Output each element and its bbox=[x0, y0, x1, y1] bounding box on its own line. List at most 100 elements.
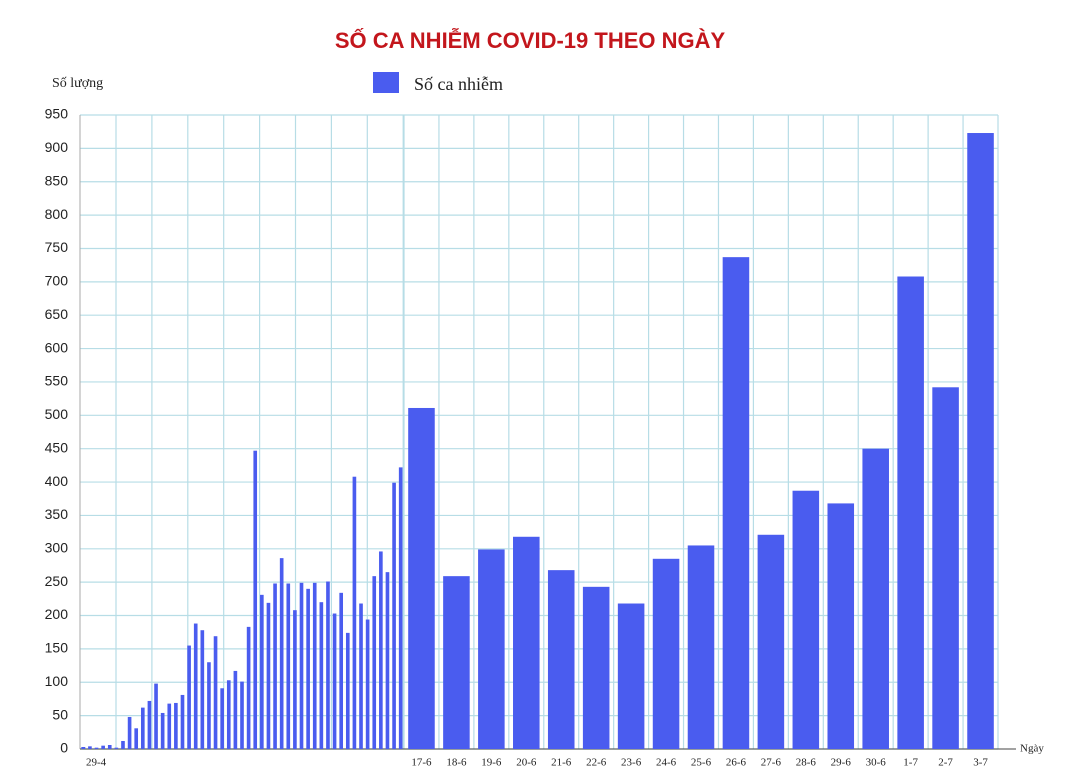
y-tick-label: 350 bbox=[45, 506, 69, 522]
x-tick-label: 29-6 bbox=[831, 757, 852, 769]
bar bbox=[81, 746, 86, 749]
x-tick-label: 17-6 bbox=[411, 757, 432, 769]
bar bbox=[319, 602, 324, 749]
bar bbox=[279, 558, 284, 749]
bar bbox=[174, 702, 178, 749]
bar bbox=[478, 549, 505, 749]
bar bbox=[513, 536, 540, 749]
y-tick-label: 900 bbox=[45, 139, 69, 155]
bar bbox=[154, 683, 158, 749]
bar bbox=[180, 694, 185, 749]
x-tick-label: 24-6 bbox=[656, 757, 677, 769]
x-tick-label: 27-6 bbox=[761, 757, 782, 769]
legend-swatch bbox=[373, 72, 399, 93]
bar bbox=[862, 448, 889, 749]
bar bbox=[233, 670, 238, 749]
bar bbox=[94, 747, 99, 749]
bar bbox=[352, 476, 357, 749]
y-tick-label: 600 bbox=[45, 339, 69, 355]
bar bbox=[246, 626, 251, 749]
chart-title: SỐ CA NHIỄM COVID-19 THEO NGÀY bbox=[335, 27, 726, 53]
y-tick-label: 400 bbox=[45, 473, 69, 489]
x-tick-label: 2-7 bbox=[938, 757, 953, 769]
y-tick-label: 700 bbox=[45, 273, 69, 289]
x-tick-label: 26-6 bbox=[726, 757, 747, 769]
bar bbox=[582, 586, 610, 749]
x-tick-label: 21-6 bbox=[551, 757, 572, 769]
x-tick-label: 25-6 bbox=[691, 757, 712, 769]
bar bbox=[365, 619, 370, 749]
bar bbox=[398, 467, 403, 749]
bar bbox=[408, 407, 435, 749]
y-tick-label: 850 bbox=[45, 172, 69, 188]
bar bbox=[617, 603, 645, 749]
y-tick-label: 750 bbox=[45, 239, 69, 255]
y-tick-label: 50 bbox=[52, 706, 68, 722]
bar bbox=[167, 703, 172, 749]
bar bbox=[240, 681, 244, 749]
y-tick-label: 800 bbox=[45, 206, 69, 222]
bar bbox=[687, 545, 715, 749]
bar bbox=[372, 576, 377, 749]
y-tick-label: 450 bbox=[45, 439, 69, 455]
bar bbox=[443, 576, 470, 749]
bar bbox=[967, 133, 994, 750]
bar bbox=[379, 551, 383, 749]
y-tick-label: 200 bbox=[45, 606, 69, 622]
bar bbox=[260, 594, 264, 749]
bar bbox=[140, 707, 145, 749]
y-tick-label: 250 bbox=[45, 573, 69, 589]
x-tick-label: 19-6 bbox=[481, 757, 502, 769]
bar bbox=[226, 680, 231, 749]
bar bbox=[134, 728, 139, 749]
y-tick-label: 500 bbox=[45, 406, 69, 422]
bar bbox=[345, 632, 350, 749]
bar bbox=[213, 636, 218, 749]
bar bbox=[147, 700, 152, 749]
x-tick-label: 22-6 bbox=[586, 757, 607, 769]
bar bbox=[220, 688, 224, 749]
x-tick-label: 28-6 bbox=[796, 757, 817, 769]
y-tick-label: 0 bbox=[60, 740, 68, 756]
y-tick-label: 550 bbox=[45, 373, 69, 389]
bar bbox=[273, 583, 277, 749]
bar bbox=[385, 572, 390, 749]
bar bbox=[339, 592, 344, 749]
bar bbox=[722, 257, 750, 749]
x-tick-label: 29-4 bbox=[86, 757, 107, 769]
bar bbox=[312, 582, 317, 749]
bar bbox=[392, 482, 396, 749]
bar bbox=[207, 662, 211, 749]
bar bbox=[101, 745, 105, 749]
bar bbox=[187, 645, 191, 749]
bar bbox=[200, 630, 205, 749]
bar bbox=[897, 276, 924, 749]
bar bbox=[114, 747, 119, 749]
bar bbox=[652, 558, 680, 749]
bar bbox=[253, 450, 258, 749]
y-tick-label: 650 bbox=[45, 306, 69, 322]
bar bbox=[299, 582, 304, 749]
x-tick-label: 23-6 bbox=[621, 757, 642, 769]
bar bbox=[326, 581, 330, 749]
bar bbox=[332, 613, 337, 749]
y-axis-label: Số lượng bbox=[52, 76, 103, 91]
bar bbox=[266, 602, 271, 749]
bar bbox=[792, 490, 820, 749]
y-tick-label: 950 bbox=[45, 106, 69, 122]
bar bbox=[547, 570, 575, 749]
bar bbox=[193, 623, 198, 749]
bar bbox=[286, 583, 291, 749]
legend-label: Số ca nhiễm bbox=[414, 74, 503, 94]
x-axis-label: Ngày bbox=[1020, 743, 1044, 755]
bar bbox=[359, 603, 363, 749]
bar bbox=[757, 534, 785, 749]
x-tick-label: 18-6 bbox=[446, 757, 467, 769]
bar bbox=[827, 503, 855, 749]
x-tick-label: 1-7 bbox=[903, 757, 918, 769]
bar bbox=[127, 716, 132, 749]
y-tick-label: 100 bbox=[45, 673, 69, 689]
x-tick-label: 20-6 bbox=[516, 757, 537, 769]
y-tick-label: 150 bbox=[45, 640, 69, 656]
